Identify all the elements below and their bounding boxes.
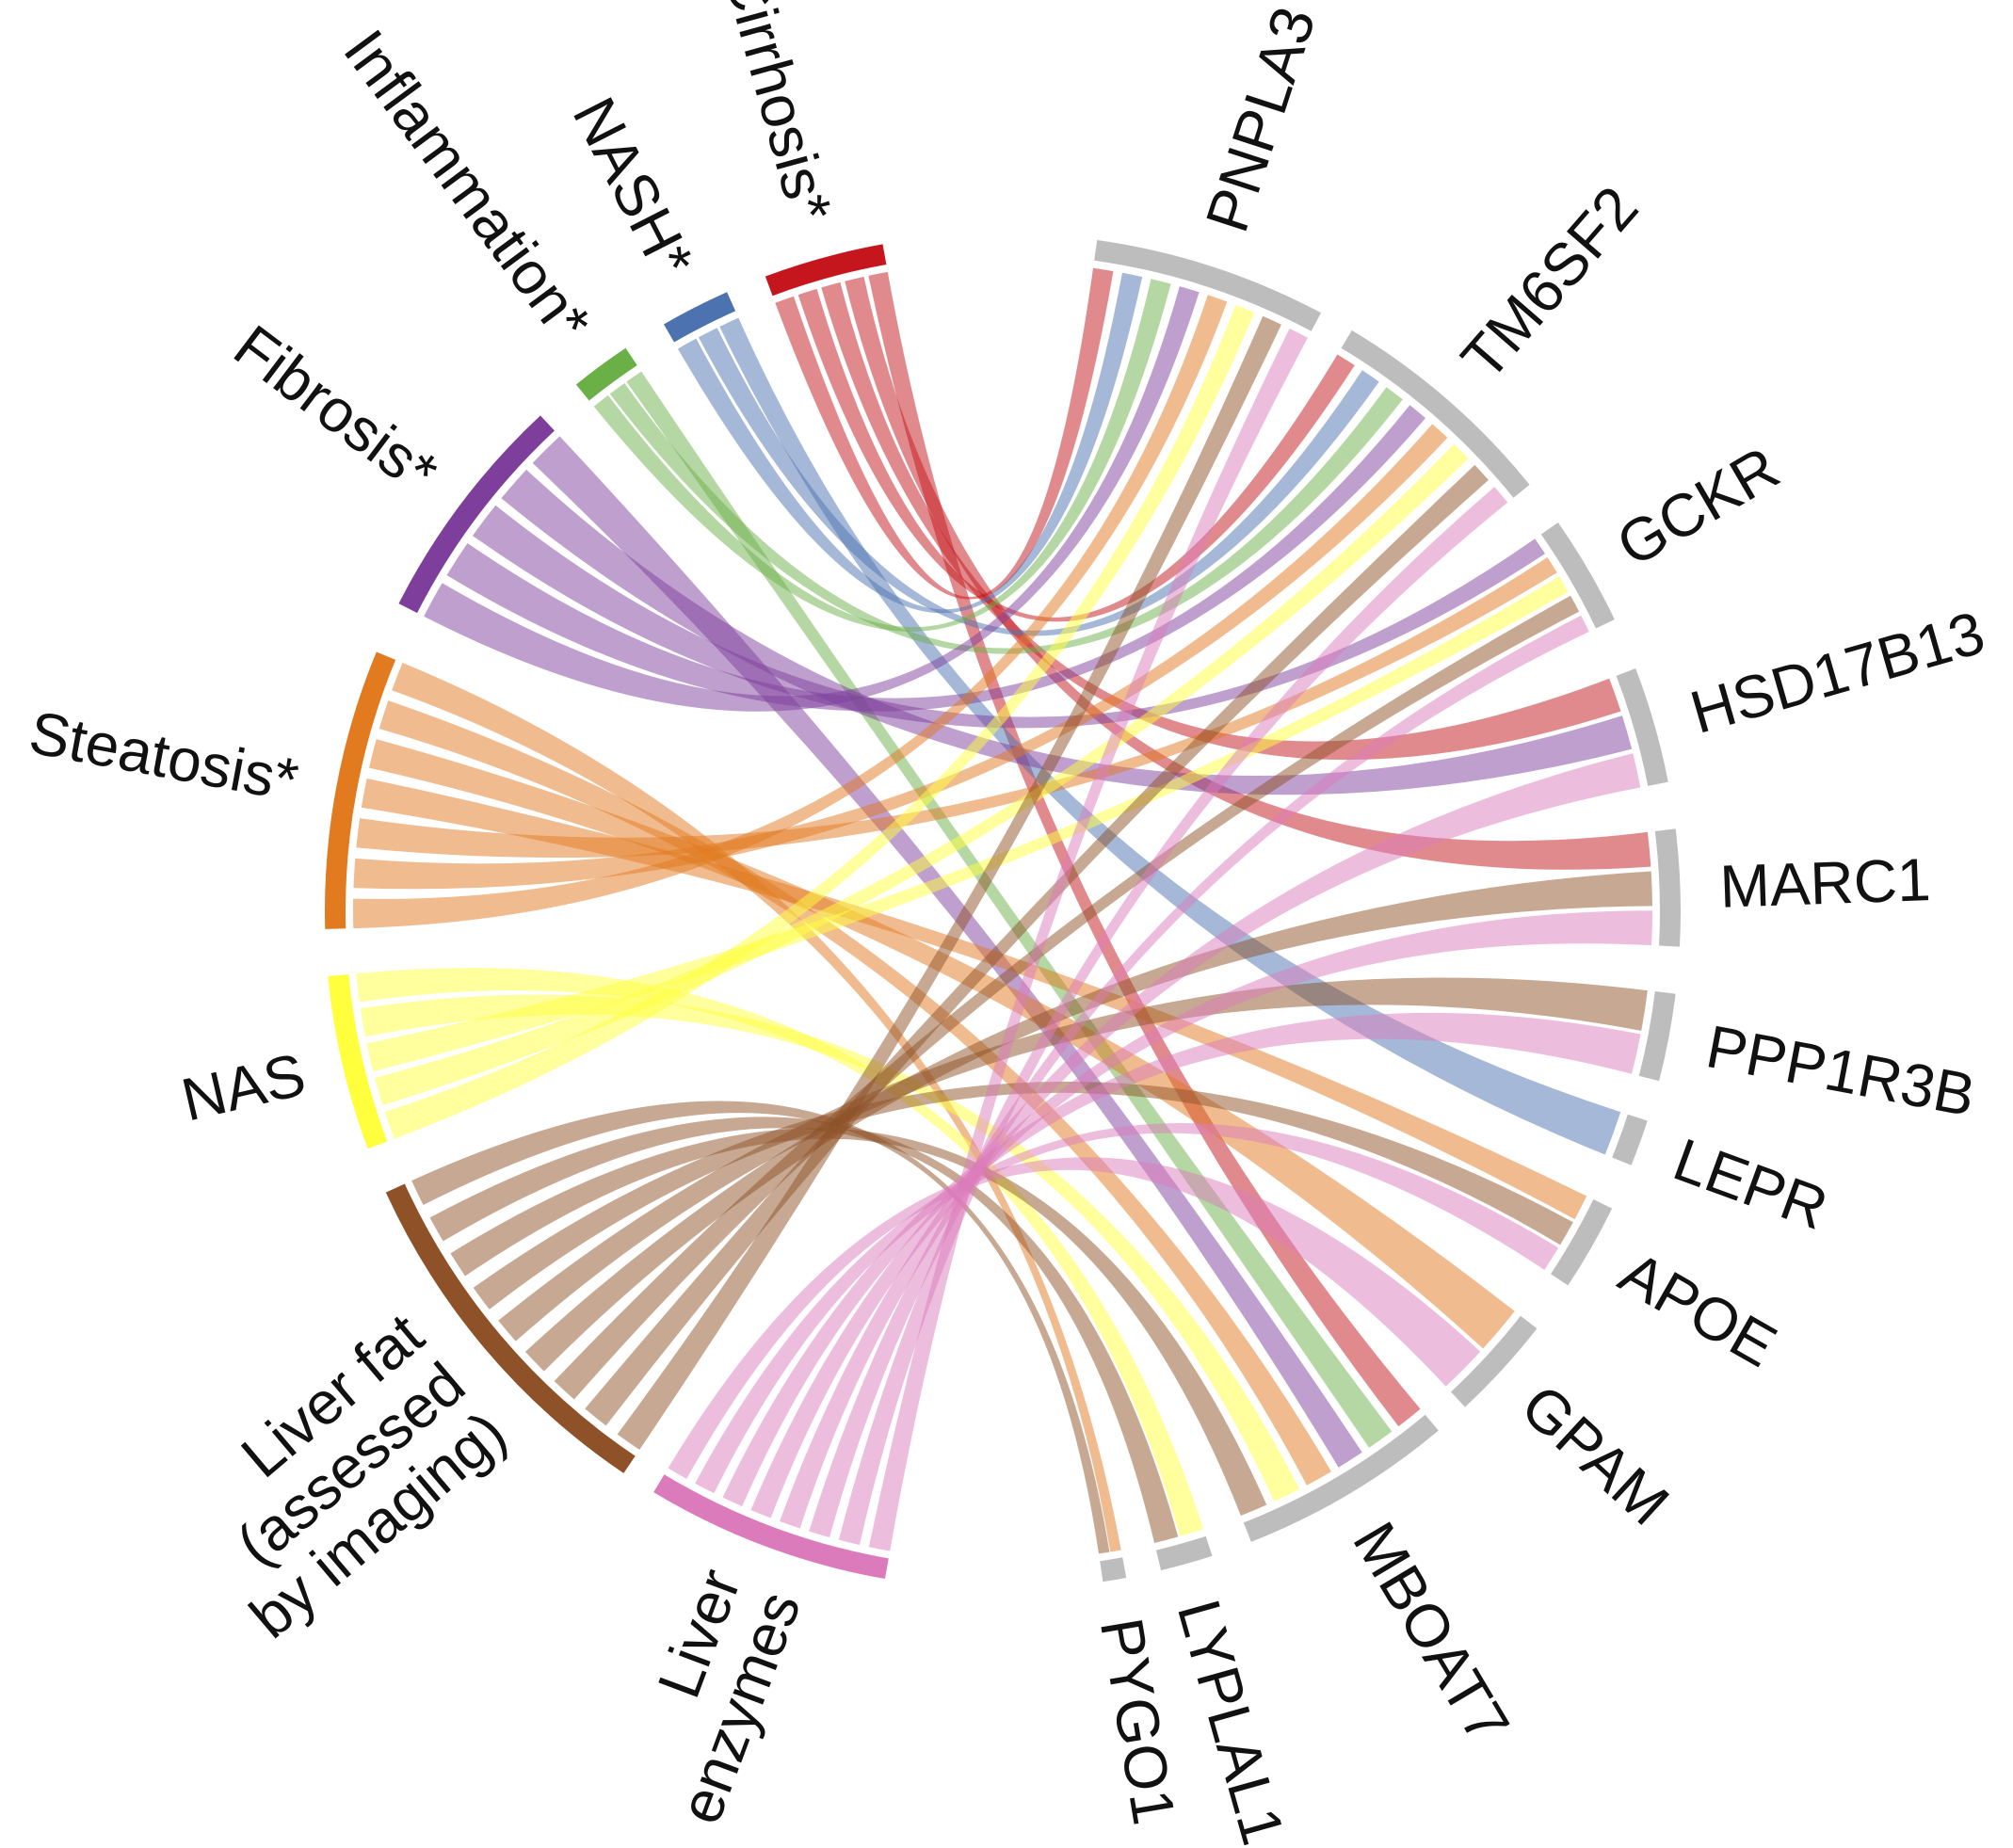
- ribbon-cirrhosis-pnpla3: [775, 267, 1114, 600]
- ribbon-inflammation-pnpla3: [593, 279, 1171, 632]
- ribbons: [353, 267, 1653, 1554]
- ribbon-liverfat-ppp1r3b: [498, 977, 1648, 1342]
- label-line: PNPLA3: [1193, 0, 1329, 240]
- ribbon-enzymes-gpam: [668, 1157, 1481, 1479]
- ribbon-nas-gckr: [366, 576, 1569, 1071]
- label-line: Steatosis*: [24, 699, 303, 814]
- arc-ppp1r3b: [1638, 991, 1676, 1082]
- ribbon-fibrosis-mboat7: [532, 436, 1362, 1468]
- arc-pygo1: [1100, 1557, 1127, 1583]
- label-nas: NAS: [175, 1040, 311, 1134]
- label-tm6sf2: TM6SF2: [1448, 173, 1651, 392]
- ribbon-enzymes-pnpla3: [868, 328, 1308, 1551]
- label-marc1: MARC1: [1718, 845, 1931, 921]
- ribbon-steatosis-apoe: [361, 778, 1587, 1220]
- label-line: MBOAT7: [1340, 1511, 1522, 1755]
- arc-apoe: [1551, 1198, 1613, 1286]
- label-nash: NASH*: [560, 87, 707, 287]
- ribbon-inflammation-tm6sf2: [609, 382, 1403, 654]
- label-apoe: APOE: [1609, 1238, 1788, 1380]
- label-line: NASH*: [560, 87, 707, 287]
- arc-inflammation: [575, 347, 637, 401]
- ribbon-cirrhosis-tm6sf2: [797, 288, 1355, 622]
- ribbon-liverfat-tm6sf2: [585, 464, 1489, 1426]
- label-line: MARC1: [1718, 845, 1931, 921]
- label-mboat7: MBOAT7: [1340, 1511, 1522, 1755]
- ribbon-liverfat-pnpla3: [617, 315, 1281, 1451]
- label-liverfat: Liver fat(assessedby imaging): [154, 1300, 519, 1651]
- arc-nas: [328, 973, 388, 1149]
- ribbon-steatosis-tm6sf2: [353, 424, 1448, 890]
- arc-mboat7: [1243, 1414, 1439, 1542]
- arc-tm6sf2: [1341, 329, 1530, 498]
- arc-lyplal1: [1155, 1535, 1213, 1571]
- label-line: Cirrhosis*: [711, 0, 845, 229]
- label-inflammation: Inflammation*: [330, 18, 604, 355]
- label-cirrhosis: Cirrhosis*: [711, 0, 845, 229]
- arc-pnpla3: [1094, 240, 1322, 331]
- arc-fibrosis: [398, 415, 555, 614]
- arc-gpam: [1451, 1315, 1538, 1407]
- arc-marc1: [1654, 828, 1681, 947]
- label-gpam: GPAM: [1508, 1372, 1682, 1538]
- label-hsd17b13: HSD17B13: [1683, 598, 1992, 746]
- label-lepr: LEPR: [1666, 1125, 1837, 1243]
- label-line: APOE: [1609, 1238, 1788, 1380]
- arc-nash: [664, 292, 736, 343]
- label-line: LEPR: [1666, 1125, 1837, 1243]
- label-line: Inflammation*: [330, 18, 604, 355]
- label-ppp1r3b: PPP1R3B: [1701, 1012, 1981, 1129]
- ribbon-steatosis-pnpla3: [353, 295, 1228, 929]
- label-gckr: GCKR: [1605, 433, 1790, 579]
- arc-hsd17b13: [1616, 667, 1668, 786]
- arc-cirrhosis: [765, 244, 887, 297]
- label-line: TM6SF2: [1448, 173, 1651, 392]
- label-line: NAS: [175, 1040, 311, 1134]
- arcs: [325, 240, 1681, 1583]
- label-line: PYGO1: [1087, 1614, 1188, 1829]
- label-line: GPAM: [1508, 1372, 1682, 1538]
- arc-liverfat: [385, 1183, 636, 1473]
- arc-lepr: [1612, 1114, 1648, 1165]
- ribbon-liverfat-mboat7: [450, 1128, 1267, 1516]
- label-pygo1: PYGO1: [1087, 1614, 1188, 1829]
- arc-enzymes: [653, 1474, 889, 1580]
- label-steatosis: Steatosis*: [24, 699, 303, 814]
- label-fibrosis: Fibrosis*: [222, 312, 450, 506]
- arc-steatosis: [325, 651, 396, 929]
- label-line: PPP1R3B: [1701, 1012, 1981, 1129]
- label-line: HSD17B13: [1683, 598, 1992, 746]
- arc-gckr: [1540, 522, 1615, 629]
- label-enzymes: Liverenzymes: [605, 1560, 813, 1832]
- label-line: GCKR: [1605, 433, 1790, 579]
- label-pnpla3: PNPLA3: [1193, 0, 1329, 240]
- label-line: Fibrosis*: [222, 312, 450, 506]
